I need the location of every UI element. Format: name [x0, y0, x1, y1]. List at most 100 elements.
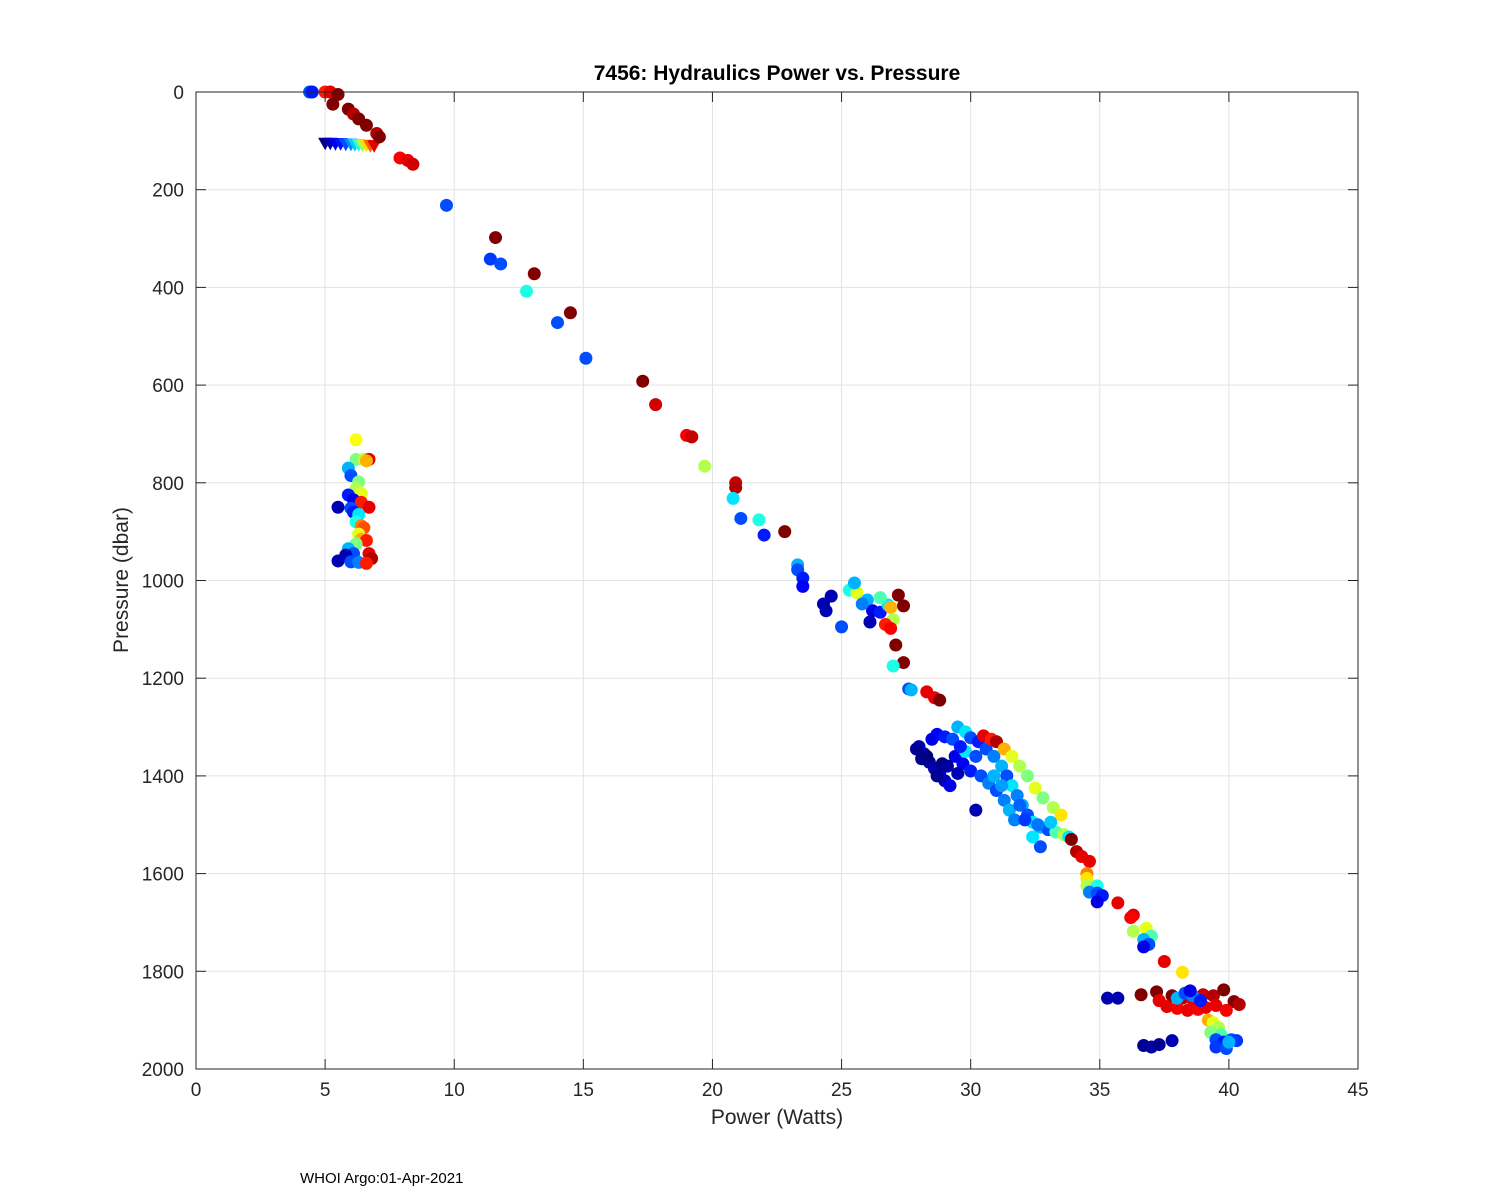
- data-point: [752, 513, 766, 527]
- x-tick-label: 15: [573, 1080, 594, 1101]
- data-point: [483, 252, 497, 266]
- data-point: [1137, 940, 1151, 954]
- data-point: [1232, 998, 1246, 1012]
- data-point: [579, 351, 593, 365]
- x-tick-label: 35: [1089, 1080, 1110, 1101]
- data-point: [943, 779, 957, 793]
- data-point: [995, 779, 1009, 793]
- data-point: [930, 769, 944, 783]
- data-point: [940, 759, 954, 773]
- x-tick-label: 0: [191, 1080, 202, 1101]
- data-point: [1000, 769, 1014, 783]
- data-point: [698, 459, 712, 473]
- data-point: [1126, 924, 1140, 938]
- y-tick-label: 1800: [142, 962, 184, 983]
- data-point: [1219, 1003, 1233, 1017]
- data-point: [439, 198, 453, 212]
- data-point: [796, 579, 810, 593]
- data-point: [1160, 999, 1174, 1013]
- data-markers: [303, 85, 1246, 1055]
- y-tick-label: 1400: [142, 767, 184, 788]
- data-point: [1028, 781, 1042, 795]
- data-point: [1165, 1034, 1179, 1048]
- data-point: [520, 284, 534, 298]
- data-point: [847, 576, 861, 590]
- data-point: [987, 749, 1001, 763]
- data-point: [757, 528, 771, 542]
- data-point: [778, 525, 792, 539]
- data-point: [1175, 965, 1189, 979]
- data-point: [331, 500, 345, 514]
- data-point: [824, 589, 838, 603]
- data-point: [359, 118, 373, 132]
- y-tick-label: 1200: [142, 669, 184, 690]
- data-point: [1090, 895, 1104, 909]
- data-point: [1005, 749, 1019, 763]
- x-tick-label: 5: [320, 1080, 331, 1101]
- data-point: [1183, 984, 1197, 998]
- data-point: [1064, 832, 1078, 846]
- data-point: [873, 591, 887, 605]
- data-point: [1206, 989, 1220, 1003]
- data-point: [915, 752, 929, 766]
- data-point: [649, 398, 663, 412]
- data-point: [1013, 759, 1027, 773]
- y-tick-label: 800: [152, 474, 184, 495]
- data-point: [995, 759, 1009, 773]
- data-point: [551, 316, 565, 330]
- data-point: [863, 615, 877, 629]
- data-point: [904, 683, 918, 697]
- axis-ticks: 0 5 10 15 20 25 30 35 40 45 0 200 400 600 800 1000 1200 1…: [142, 83, 1369, 1101]
- data-point: [372, 130, 386, 144]
- data-point: [1018, 813, 1032, 827]
- data-point: [1005, 779, 1019, 793]
- data-point: [1181, 1003, 1195, 1017]
- data-point: [1209, 1040, 1223, 1054]
- chart-title: 7456: Hydraulics Power vs. Pressure: [594, 62, 961, 85]
- data-point: [1193, 994, 1207, 1008]
- data-point: [951, 766, 965, 780]
- data-point: [897, 656, 911, 670]
- data-point: [527, 267, 541, 281]
- data-point: [636, 374, 650, 388]
- data-point: [359, 533, 373, 547]
- data-point: [331, 554, 345, 568]
- data-point: [886, 659, 900, 673]
- data-point: [850, 586, 864, 600]
- data-point: [1111, 896, 1125, 910]
- data-point: [1031, 818, 1045, 832]
- data-point: [362, 500, 376, 514]
- data-point: [734, 511, 748, 525]
- data-point: [349, 433, 363, 447]
- x-tick-label: 30: [960, 1080, 981, 1101]
- data-point: [1020, 769, 1034, 783]
- data-point: [1054, 808, 1068, 822]
- data-point: [1036, 791, 1050, 805]
- data-point: [1044, 815, 1058, 829]
- data-point: [494, 257, 508, 271]
- data-point: [563, 306, 577, 320]
- data-point: [1152, 1038, 1166, 1052]
- data-point: [884, 600, 898, 614]
- data-point: [969, 749, 983, 763]
- data-point: [359, 454, 373, 468]
- y-tick-label: 1600: [142, 865, 184, 886]
- y-tick-label: 400: [152, 278, 184, 299]
- data-point: [1209, 998, 1223, 1012]
- data-point: [1002, 803, 1016, 817]
- data-point: [819, 604, 833, 618]
- data-point: [1217, 983, 1231, 997]
- data-point: [835, 620, 849, 634]
- data-point: [1222, 1035, 1236, 1049]
- data-point: [891, 588, 905, 602]
- data-point: [1111, 991, 1125, 1005]
- data-point: [1124, 911, 1138, 925]
- data-point: [1026, 830, 1040, 844]
- data-point: [969, 803, 983, 817]
- y-tick-label: 1000: [142, 572, 184, 593]
- x-axis-label: Power (Watts): [711, 1106, 843, 1129]
- data-point: [1134, 988, 1148, 1002]
- y-tick-label: 0: [173, 83, 184, 104]
- data-point: [359, 556, 373, 570]
